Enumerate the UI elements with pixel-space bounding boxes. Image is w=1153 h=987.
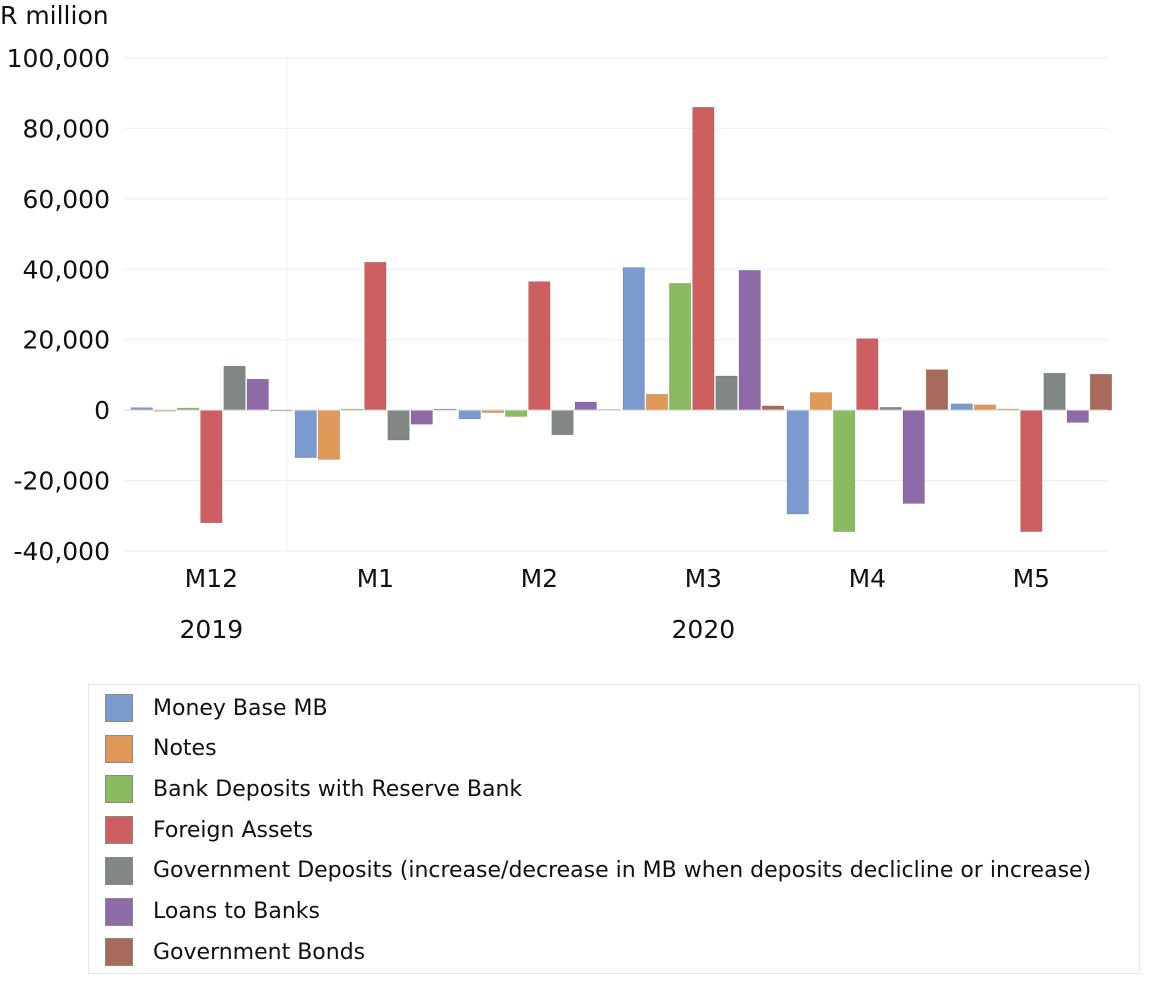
bar-7-M3: [761, 405, 785, 411]
legend-item: Foreign Assets: [105, 815, 313, 845]
x-tick-label: M5: [1013, 564, 1050, 593]
legend-swatch: [105, 734, 133, 763]
bar-5-M1: [387, 409, 410, 441]
bar-1-M2: [458, 409, 481, 420]
bar-5-M12: [223, 365, 246, 411]
bar-2-M3: [645, 393, 669, 411]
y-axis-title: R million: [0, 1, 109, 30]
x-tick-label: M1: [357, 564, 394, 593]
y-tick-label: 0: [94, 396, 110, 425]
legend-item: Bank Deposits with Reserve Bank: [105, 774, 522, 804]
y-tick-label: 60,000: [23, 185, 110, 214]
legend-swatch: [105, 856, 133, 885]
legend-swatch: [105, 775, 133, 804]
legend-swatch: [105, 938, 133, 967]
y-tick-label: 80,000: [23, 114, 110, 143]
legend-item: Government Deposits (increase/decrease i…: [105, 856, 1091, 886]
bar-2-M5: [973, 404, 997, 411]
x-axis-categories: M12 M1 M2 M3 M4 M5: [185, 564, 1050, 593]
bar-4-M12: [200, 409, 223, 524]
legend-label: Foreign Assets: [153, 817, 314, 843]
bar-5-M5: [1043, 372, 1066, 411]
bar-4-M1: [364, 261, 387, 411]
bar-1-M3: [622, 267, 645, 411]
bars: [130, 107, 1112, 532]
x-tick-label: M2: [521, 564, 558, 593]
bar-4-M5: [1020, 409, 1043, 532]
legend-label: Bank Deposits with Reserve Bank: [153, 776, 523, 802]
y-tick-label: 100,000: [7, 44, 110, 73]
bar-6-M3: [738, 270, 761, 411]
year-label: 2019: [180, 615, 244, 644]
bar-6-M1: [410, 409, 433, 425]
x-tick-label: M4: [849, 564, 886, 593]
legend-swatch: [105, 816, 133, 845]
bar-5-M2: [551, 409, 574, 436]
bar-4-M4: [856, 338, 879, 411]
bar-3-M2: [505, 409, 528, 417]
bar-1-M1: [294, 409, 317, 458]
legend-item: Government Bonds: [105, 937, 365, 967]
bar-3-M3: [669, 283, 692, 411]
legend-label: Loans to Banks: [153, 899, 321, 924]
bar-7-M4: [925, 369, 949, 411]
legend-swatch: [105, 897, 133, 926]
legend-label: Money Base MB: [153, 695, 328, 721]
legend-item: Money Base MB: [105, 693, 328, 723]
bar-6-M5: [1066, 409, 1089, 423]
bar-6-M2: [574, 401, 597, 411]
gridlines: [124, 57, 1108, 552]
legend-label: Government Deposits (increase/decrease i…: [153, 858, 1092, 884]
y-tick-label: 20,000: [23, 326, 110, 355]
x-tick-label: M12: [185, 564, 238, 593]
x-tick-label: M3: [685, 564, 722, 593]
y-axis-ticks: -40,000 -20,000 0 20,000 40,000 60,000 80,000 1…: [7, 44, 110, 566]
y-tick-label: -20,000: [14, 467, 111, 496]
bar-1-M5: [950, 403, 973, 411]
legend-item: Notes: [105, 734, 217, 764]
bar-chart: R million -40,000 -20,000 0 20,000 40,000 60,…: [0, 1, 1112, 644]
bar-3-M4: [833, 409, 856, 532]
x-axis-years: 2019 2020: [180, 615, 736, 644]
bar-6-M4: [902, 409, 925, 504]
legend-item: Loans to Banks: [105, 897, 320, 927]
legend-swatch: [105, 694, 133, 722]
bar-2-M4: [809, 392, 833, 411]
bar-7-M5: [1089, 373, 1112, 411]
bar-4-M2: [528, 281, 551, 411]
legend: Money Base MB Notes Bank Deposits with Res…: [88, 684, 1140, 974]
legend-label: Notes: [153, 736, 217, 762]
y-tick-label: -40,000: [14, 537, 111, 566]
year-label: 2020: [672, 615, 736, 644]
bar-2-M1: [317, 409, 341, 460]
y-tick-label: 40,000: [23, 255, 110, 284]
bar-1-M4: [786, 409, 809, 515]
bar-4-M3: [692, 107, 715, 411]
bar-5-M3: [715, 375, 738, 411]
legend-label: Government Bonds: [153, 939, 366, 965]
bar-6-M12: [246, 378, 269, 411]
